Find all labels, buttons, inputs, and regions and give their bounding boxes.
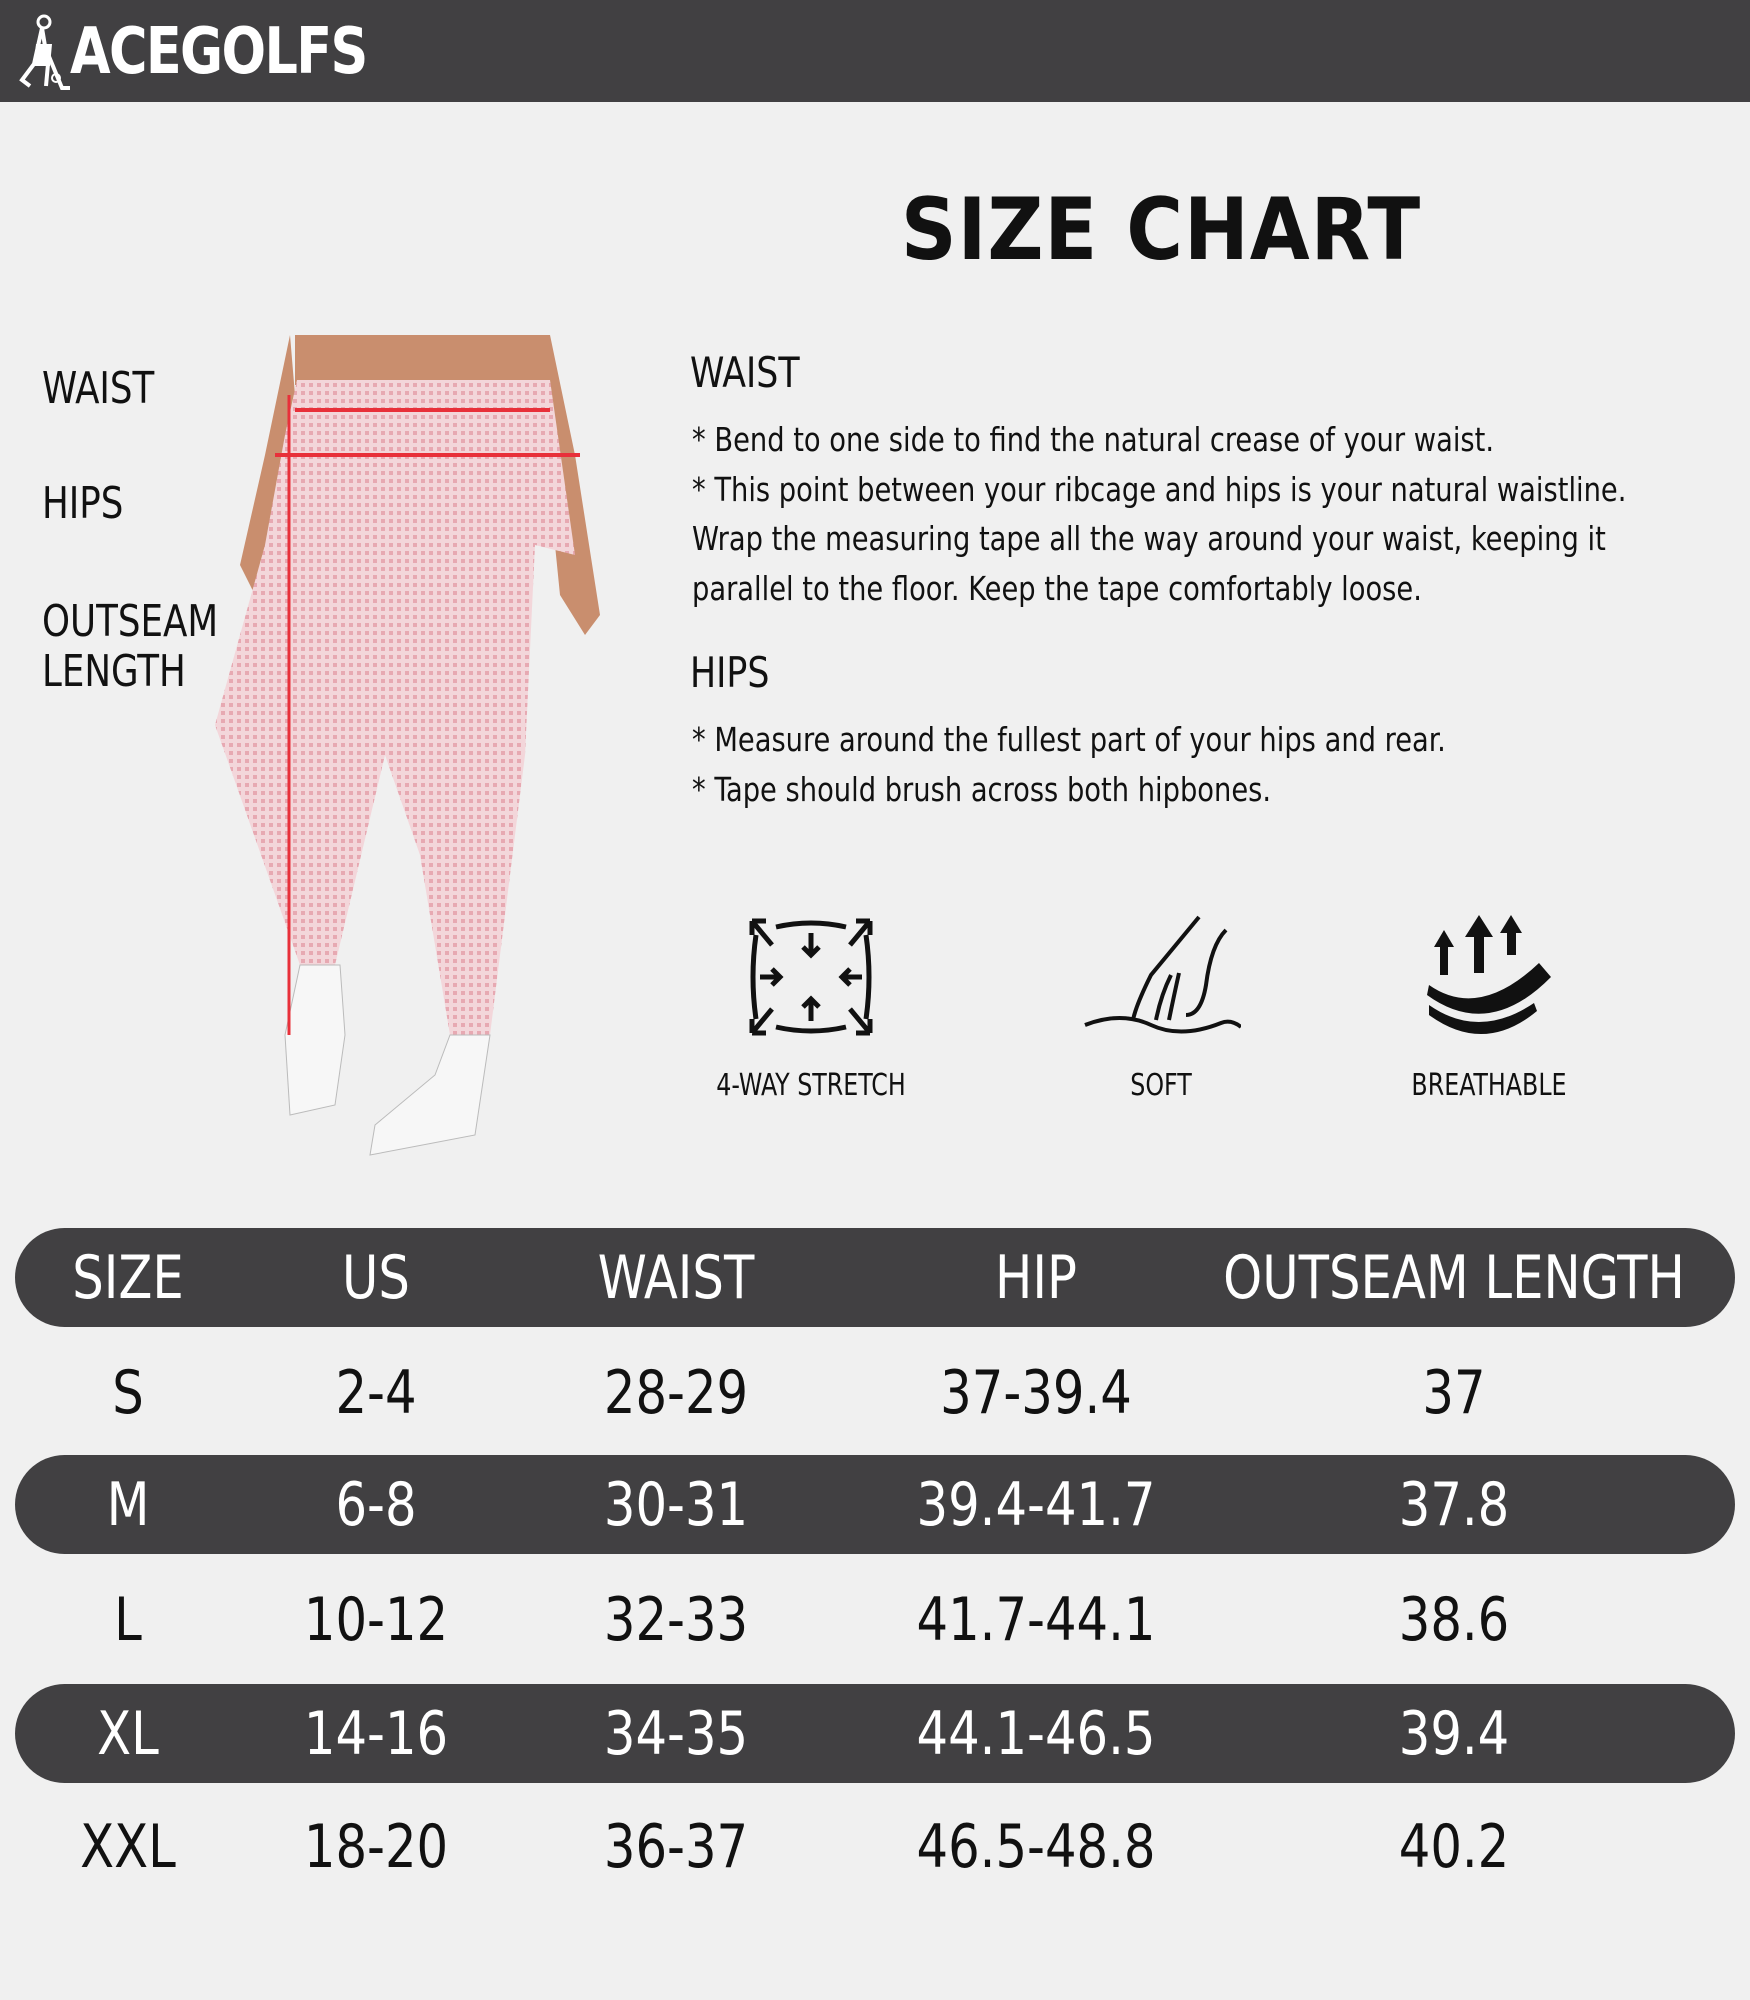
cell-hip: 41.7-44.1 [916, 1584, 1156, 1655]
cell-us: 2-4 [335, 1357, 417, 1428]
waist-line-2: * This point between your ribcage and hi… [692, 470, 1627, 509]
feature-soft: SOFT [1011, 915, 1311, 1103]
cell-size: XL [97, 1698, 159, 1769]
cell-waist: 36-37 [603, 1811, 749, 1882]
feature-stretch: 4-WAY STRETCH [661, 915, 961, 1103]
cell-hip: 37-39.4 [940, 1357, 1132, 1428]
logo-text: ACEGOLFS [70, 15, 368, 89]
header-us: US [342, 1242, 410, 1313]
hips-line-1: * Measure around the fullest part of you… [692, 720, 1446, 759]
cell-us: 10-12 [303, 1584, 449, 1655]
cell-outseam: 37.8 [1398, 1469, 1510, 1540]
cell-hip: 39.4-41.7 [916, 1469, 1156, 1540]
cell-outseam: 40.2 [1398, 1811, 1510, 1882]
cell-size: S [112, 1357, 144, 1428]
feature-label-stretch: 4-WAY STRETCH [716, 1068, 906, 1103]
table-row: M 6-8 30-31 39.4-41.7 37.8 [15, 1455, 1735, 1554]
waist-line-4: parallel to the floor. Keep the tape com… [692, 569, 1422, 608]
size-table-header: SIZE US WAIST HIP OUTSEAM LENGTH [15, 1228, 1735, 1327]
label-waist: WAIST [42, 363, 155, 414]
header-hip: HIP [995, 1242, 1077, 1313]
hand-icon [1084, 915, 1241, 1034]
cell-hip: 46.5-48.8 [916, 1811, 1156, 1882]
header-outseam-length: OUTSEAM LENGTH [1223, 1242, 1685, 1313]
label-outseam: OUTSEAM [42, 596, 219, 647]
waist-line-1: * Bend to one side to find the natural c… [692, 420, 1495, 459]
page-title: SIZE CHART [900, 180, 1422, 280]
brand-header: ACEGOLFS [0, 0, 1750, 102]
pants-model-image [215, 335, 600, 1156]
brand-logo: ACEGOLFS [18, 12, 432, 92]
cell-size: M [106, 1469, 150, 1540]
label-length: LENGTH [42, 646, 186, 697]
cell-size: L [114, 1584, 142, 1655]
cell-us: 18-20 [303, 1811, 449, 1882]
cell-waist: 28-29 [603, 1357, 749, 1428]
feature-label-breathable: BREATHABLE [1411, 1068, 1567, 1103]
breathable-icon [1427, 915, 1551, 1035]
feature-label-soft: SOFT [1130, 1068, 1192, 1103]
cell-outseam: 39.4 [1398, 1698, 1510, 1769]
cell-us: 6-8 [335, 1469, 417, 1540]
feature-breathable: BREATHABLE [1339, 915, 1639, 1103]
cell-waist: 34-35 [603, 1698, 749, 1769]
table-row: XXL 18-20 36-37 46.5-48.8 40.2 [15, 1797, 1735, 1896]
table-row: XL 14-16 34-35 44.1-46.5 39.4 [15, 1684, 1735, 1783]
golfer-logo-icon [19, 14, 70, 90]
cell-waist: 30-31 [603, 1469, 749, 1540]
header-waist: WAIST [597, 1242, 755, 1313]
table-row: L 10-12 32-33 41.7-44.1 38.6 [15, 1570, 1735, 1669]
cell-outseam: 37 [1422, 1357, 1486, 1428]
cell-size: XXL [80, 1811, 176, 1882]
cell-outseam: 38.6 [1398, 1584, 1510, 1655]
label-hips: HIPS [42, 478, 124, 529]
table-row: S 2-4 28-29 37-39.4 37 [15, 1343, 1735, 1442]
cell-hip: 44.1-46.5 [916, 1698, 1156, 1769]
header-size: SIZE [72, 1242, 184, 1313]
stretch-icon [749, 918, 873, 1036]
hips-line-2: * Tape should brush across both hipbones… [692, 770, 1272, 809]
waist-heading: WAIST [690, 348, 800, 397]
cell-waist: 32-33 [603, 1584, 749, 1655]
waist-line-3: Wrap the measuring tape all the way arou… [692, 519, 1606, 558]
cell-us: 14-16 [303, 1698, 449, 1769]
hips-heading: HIPS [690, 648, 770, 697]
